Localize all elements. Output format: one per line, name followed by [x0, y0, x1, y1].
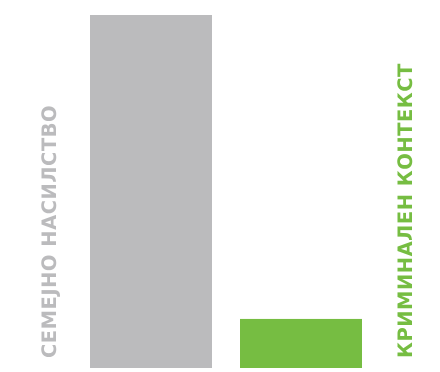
- bar-0: [90, 15, 212, 368]
- category-label-1: КРИМИНАЛЕН КОНТЕКСТ: [394, 63, 417, 358]
- bar-1: [240, 318, 362, 368]
- bars-layer: [90, 15, 362, 368]
- category-label-0: СЕМЕЈНО НАСИЛСТВО: [38, 105, 61, 358]
- category-labels-layer: СЕМЕЈНО НАСИЛСТВО КРИМИНАЛЕН КОНТЕКСТ: [38, 63, 417, 358]
